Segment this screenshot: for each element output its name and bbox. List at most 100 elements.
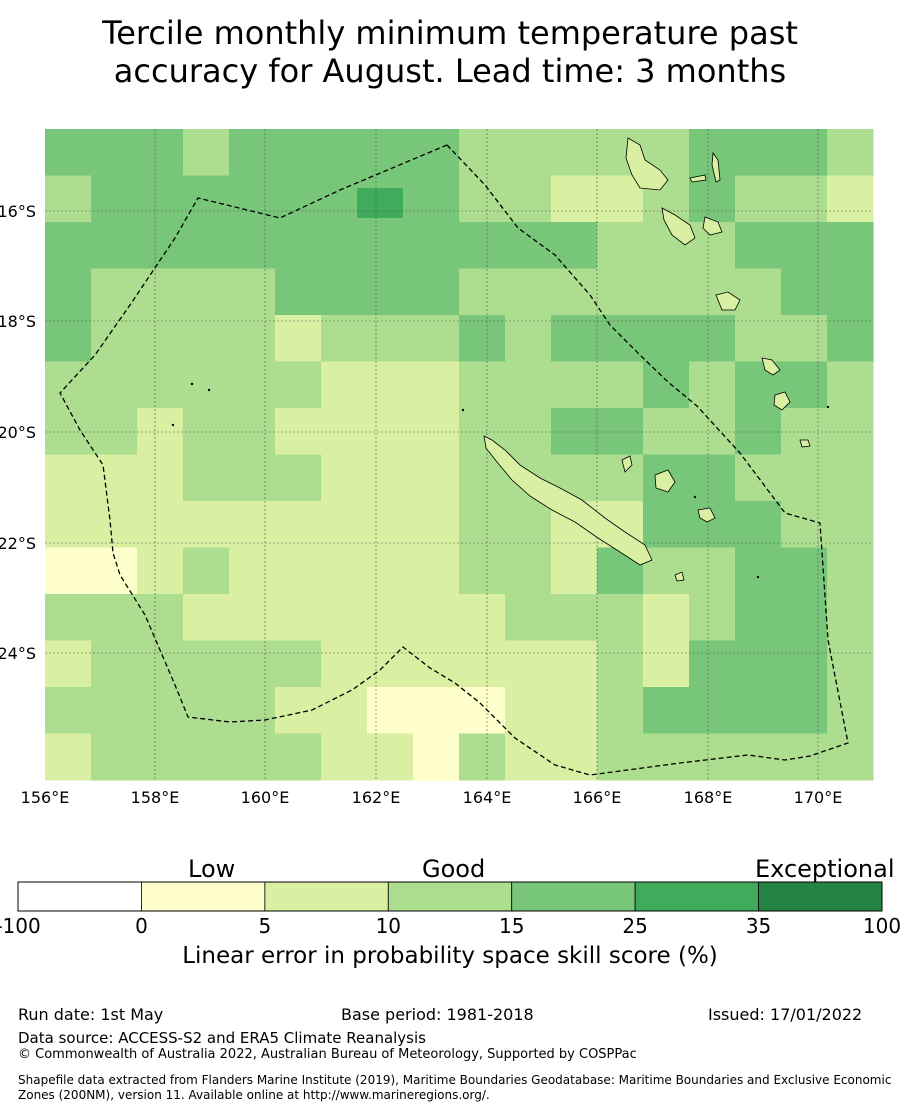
skill-grid [45,129,874,781]
grid-cell [689,175,736,223]
grid-cell [781,687,828,734]
grid-cell [183,594,230,641]
grid-cell [827,687,874,734]
chart-title: Tercile monthly minimum temperature past… [0,14,900,90]
island-outline [621,455,633,473]
colorbar-segment [387,881,513,912]
grid-cell [781,175,828,223]
colorbar-tick-label: 10 [376,914,401,938]
island-outline [715,291,741,311]
grid-cell [643,501,690,548]
grid-cell [551,640,598,688]
grid-cell [735,501,782,548]
grid-cell [183,547,230,595]
colorbar-segment [141,881,266,912]
grid-cell [781,733,828,781]
grid-cell [183,268,230,316]
grid-cell [597,408,644,455]
grid-cell [551,594,598,641]
grid-cell [643,315,690,362]
grid-cell [275,547,322,595]
grid-cell [183,408,230,455]
latitude-tick-label: 20°S [0,423,36,442]
latitude-tick-labels: 16°S 18°S 20°S 22°S 24°S [0,202,36,663]
grid-cell [505,408,552,455]
grid-cell [413,408,460,455]
grid-cell [827,129,874,176]
chart-title-line-1: Tercile monthly minimum temperature past [102,14,798,52]
grid-cell [137,408,184,455]
island-outline [761,357,781,376]
grid-cell [229,129,276,176]
grid-cell [551,222,598,269]
grid-cell [367,129,414,176]
grid-cell [229,222,276,269]
grid-cell [781,129,828,176]
grid-cell [45,733,92,781]
grid-cell [459,594,506,641]
grid-cell [413,594,460,641]
grid-cell [413,315,460,362]
grid-cell [459,501,506,548]
grid-cell [45,640,92,688]
grid-cell [183,640,230,688]
land-masses [171,137,830,582]
run-date: Run date: 1st May [18,1005,164,1024]
grid-cell [137,222,184,269]
colorbar-segment [264,881,389,912]
grid-cell [459,687,506,734]
data-source: Data source: ACCESS-S2 and ERA5 Climate … [18,1029,426,1047]
grid-cell [367,315,414,362]
grid-cell [413,129,460,176]
islet [461,408,465,412]
grid-cell [321,454,368,502]
grid-cell [137,594,184,641]
grid-cell [45,501,92,548]
colorbar-category-low: Low [188,855,236,883]
grid-cell [735,129,782,176]
grid-cell [413,222,460,269]
grid-cell [505,594,552,641]
grid-cell [229,315,276,362]
grid-cell [229,361,276,409]
grid-cell [643,408,690,455]
grid-cell [505,129,552,176]
grid-cell [229,454,276,502]
colorbar-category-exceptional: Exceptional [755,855,895,883]
islet [693,495,697,499]
colorbar-segment [17,881,142,912]
grid-cell [551,547,598,595]
grid-cell [275,501,322,548]
grid-cell [459,361,506,409]
grid-cell [413,361,460,409]
grid-cell [183,315,230,362]
islet [171,423,175,427]
grid-cell [827,501,874,548]
grid-cell [91,361,138,409]
grid-cell [321,501,368,548]
grid-cell [183,687,230,734]
grid-cell [413,454,460,502]
grid-cell [137,733,184,781]
grid-cell [137,547,184,595]
colorbar-tick-label: 25 [622,914,647,938]
skill-score-map: 156°E 158°E 160°E 162°E 164°E 166°E 168°E 170°E… [0,129,874,807]
grid-cell [45,454,92,502]
grid-cell [275,594,322,641]
grid-cell [781,268,828,316]
colorbar-tick-label: 100 [863,914,900,938]
grid-cell [735,175,782,223]
grid-cell [229,687,276,734]
grid-cell [689,361,736,409]
grid-cell [643,687,690,734]
grid-cell [597,268,644,316]
grid-cell [505,547,552,595]
grid-cell [689,547,736,595]
grid-cell [689,501,736,548]
longitude-tick-label: 166°E [573,788,622,807]
grid-cell [643,268,690,316]
grid-cell [91,501,138,548]
grid-cell [459,268,506,316]
grid-cell [781,454,828,502]
grid-cell [183,501,230,548]
